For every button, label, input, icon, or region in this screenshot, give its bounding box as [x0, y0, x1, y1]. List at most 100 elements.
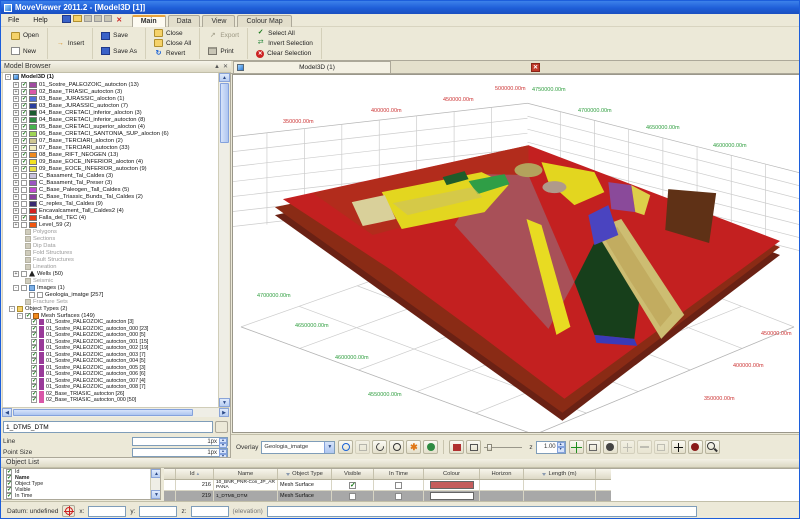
tree-row[interactable]: + C_Base_Triassic_Bunds_Tal_Caldes (2) [3, 193, 218, 200]
visibility-checkbox[interactable]: ✓ [31, 384, 38, 391]
visibility-checkbox[interactable]: ✓ [21, 109, 28, 116]
scroll-left-icon[interactable]: ◀ [2, 408, 12, 417]
scroll-up-icon[interactable]: ▲ [219, 73, 230, 82]
measure-button[interactable] [687, 440, 703, 454]
tree-row[interactable]: ✓ 01_Sostre_PALEOZOIC_autocton_005 [3] [3, 364, 218, 372]
visibility-checkbox[interactable]: ✓ [21, 144, 28, 151]
menu-help[interactable]: Help [33, 16, 48, 24]
expander-icon[interactable]: + [13, 172, 19, 179]
view-sphere-button[interactable] [602, 440, 618, 454]
expander-icon[interactable]: + [13, 130, 19, 137]
expander-icon[interactable]: + [13, 179, 19, 186]
visibility-checkbox[interactable]: ✓ [31, 358, 38, 365]
line-width-field[interactable]: 1px ▲ ▼ [132, 436, 228, 448]
tree-row[interactable]: + Level_59 (2) [3, 221, 218, 228]
orbit-view-button[interactable] [389, 440, 405, 454]
colour-swatch[interactable] [429, 492, 474, 500]
visibility-checkbox[interactable]: ✓ [21, 102, 28, 109]
globe-button[interactable] [423, 440, 439, 454]
expander-icon[interactable]: - [9, 305, 15, 312]
tree-row[interactable]: + ✓ 01_Sostre_PALEOZOIC_autocton (13) [3, 81, 218, 88]
visibility-checkbox[interactable]: ✓ [31, 390, 38, 397]
pan-button[interactable] [568, 440, 584, 454]
expander-icon[interactable]: + [13, 116, 19, 123]
field-row-object-type[interactable]: ✓ Object Type [4, 481, 160, 487]
tree-row[interactable]: + ✓ 09_Base_EOCE_INFERIOR_alocton (4) [3, 158, 218, 165]
tree-row[interactable]: Fault Structures [3, 256, 218, 263]
expander-icon[interactable]: + [13, 158, 19, 165]
field-checkbox[interactable]: ✓ [6, 481, 13, 487]
column-header-colour[interactable]: Colour [424, 469, 480, 479]
revert-button[interactable]: ↻ Revert [152, 50, 193, 58]
visibility-checkbox[interactable] [21, 172, 27, 179]
expander-icon[interactable]: + [13, 221, 19, 228]
visibility-checkbox[interactable]: ✓ [31, 345, 38, 352]
tree-row[interactable]: + ✓ 07_Base_TERCIARI_autocton (33) [3, 144, 218, 151]
column-header-horizon[interactable]: Horizon [480, 469, 524, 479]
visibility-checkbox[interactable]: ✓ [21, 81, 28, 88]
open-icon[interactable] [72, 15, 82, 22]
visibility-checkbox[interactable]: ✓ [31, 338, 38, 345]
filter-browse-button[interactable] [215, 421, 228, 433]
column-header-select[interactable] [164, 469, 176, 479]
visibility-checkbox[interactable]: ✓ [25, 312, 32, 319]
visible-checkbox[interactable] [349, 492, 356, 500]
visibility-checkbox[interactable]: ✓ [21, 88, 28, 95]
visibility-checkbox[interactable]: ✓ [21, 214, 28, 221]
tree-row[interactable]: ✓ 02_Base_TRIASIC_autocton [26] [3, 390, 218, 398]
tree-row[interactable]: ✓ 01_Sostre_PALEOZOIC_autocton_006 [6] [3, 371, 218, 378]
field-checkbox[interactable]: ✓ [6, 487, 13, 493]
paste-icon[interactable] [103, 15, 112, 22]
tree-row[interactable]: ✓ 01_Sostre_PALEOZOIC_autocton_003 [7] [3, 351, 218, 359]
visibility-checkbox[interactable]: ✓ [31, 325, 38, 332]
tree-row[interactable]: - ✓ Mesh Surfaces (149) [3, 312, 218, 319]
expander-icon[interactable]: + [13, 137, 19, 144]
scroll-thumb[interactable] [13, 409, 193, 416]
viewport-canvas[interactable]: 350000.00m 400000.00m 450000.00m 500000.00m… [232, 74, 799, 433]
visibility-checkbox[interactable]: ✓ [31, 371, 38, 378]
field-list-scrollbar[interactable]: ▲ ▼ [150, 469, 160, 499]
tree-row[interactable]: Seismic [3, 277, 218, 284]
field-checkbox[interactable]: ✓ [6, 469, 13, 475]
field-checkbox[interactable]: ✓ [6, 493, 13, 499]
line-width-stepper[interactable]: ▲ ▼ [219, 437, 227, 448]
scroll-thumb[interactable] [220, 83, 229, 143]
title-bar[interactable]: MoveViewer 2011.2 - [Model3D [1]] [1, 1, 799, 14]
tree-row[interactable]: Fracture Sets [3, 298, 218, 305]
tree-vertical-scrollbar[interactable]: ▲ ▼ [218, 73, 230, 407]
column-header-visible[interactable]: Visible [332, 469, 374, 479]
print-button[interactable]: Print [206, 47, 241, 56]
tree-row[interactable]: ✓ 01_Sostre_PALEOZOIC_autocton_004 [5] [3, 358, 218, 365]
expander-icon[interactable]: + [13, 144, 19, 151]
point-size-stepper[interactable]: ▲ ▼ [219, 448, 227, 459]
save-as-button[interactable]: Save As [99, 47, 139, 56]
close-panel-icon[interactable]: ✕ [222, 64, 228, 70]
visibility-checkbox[interactable]: ✓ [31, 319, 38, 326]
tree-row[interactable]: + Encavalcament_Tall_Caldes2 (4) [3, 207, 218, 214]
datum-picker-button[interactable] [62, 505, 76, 517]
snapshot-button[interactable] [449, 440, 465, 454]
expander-icon[interactable]: - [17, 312, 23, 319]
zoom-extents-button[interactable] [585, 440, 601, 454]
save-icon[interactable] [61, 15, 71, 23]
expander-icon[interactable]: + [13, 186, 19, 193]
z-scale-spinner[interactable]: 1.00 ▲ ▼ [535, 440, 566, 454]
tab-view[interactable]: View [202, 14, 236, 27]
expander-icon[interactable]: + [13, 200, 19, 207]
visibility-checkbox[interactable]: ✓ [21, 158, 28, 165]
visibility-checkbox[interactable]: ✓ [21, 116, 28, 123]
insert-button[interactable]: → Insert [54, 40, 86, 48]
tab-main[interactable]: Main [131, 14, 166, 27]
scroll-down-icon[interactable]: ▼ [219, 398, 230, 407]
tree-row[interactable]: + ✓ 04_Base_CRETACI_inferior_alocton (3) [3, 109, 218, 116]
tab-colour-map[interactable]: Colour Map [237, 14, 292, 27]
tree-row[interactable]: - Model3D (1) [3, 73, 218, 81]
tree-row[interactable]: ✓ 02_Base_TRIASIC_autocton_000 [50] [3, 397, 218, 404]
delete-icon[interactable]: ✕ [116, 17, 123, 24]
visibility-checkbox[interactable] [21, 186, 27, 193]
expander-icon[interactable]: + [13, 102, 19, 109]
visibility-checkbox[interactable]: ✓ [31, 377, 38, 384]
viewport-close-icon[interactable]: ✕ [531, 62, 540, 72]
column-header-objecttype[interactable]: Object Type [278, 469, 332, 479]
scroll-up-icon[interactable]: ▲ [151, 469, 160, 478]
